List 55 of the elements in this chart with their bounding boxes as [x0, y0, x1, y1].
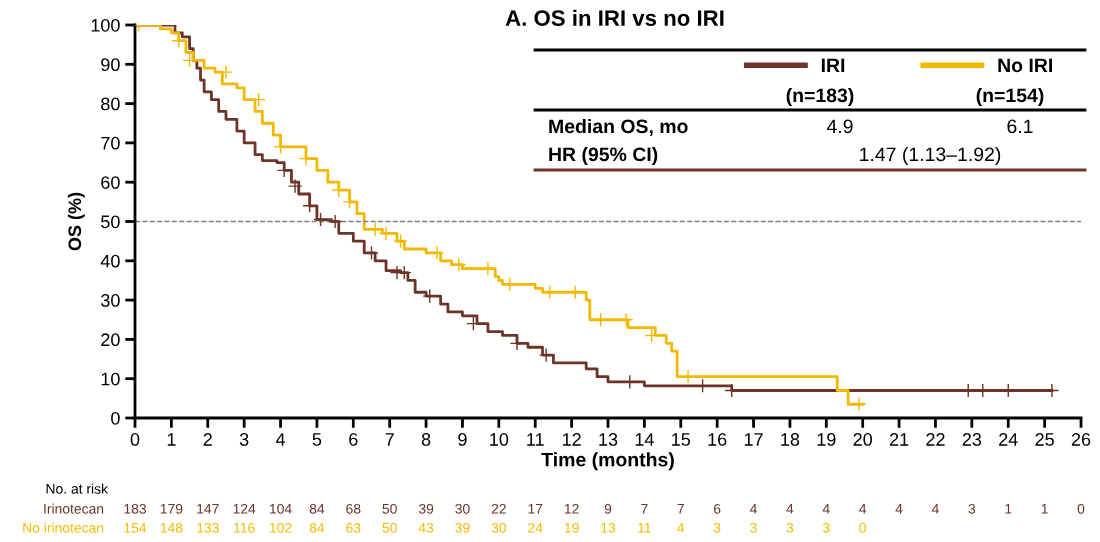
text: 183 179 147 124 104 84 68 50 39 30 22 17 12 9 7 7 6 4 4 4 4 4 4 3 1 1 0	[124, 503, 1085, 514]
x-tick-label: 18	[781, 433, 800, 446]
text: No. at risk	[46, 483, 109, 494]
y-tick-label: 40	[100, 254, 120, 268]
x-axis-title: Time (months)	[541, 452, 674, 471]
x-tick-label: 22	[926, 433, 945, 446]
y-axis-title: OS (%)	[67, 192, 85, 251]
y-tick-label: 90	[101, 58, 120, 72]
y-tick-label: 30	[101, 294, 120, 307]
annotation: HR (95% CI)	[549, 146, 658, 166]
x-tick-label: 19	[817, 433, 836, 446]
annotation: (n=154)	[976, 87, 1044, 107]
x-tick-label: 26	[1071, 433, 1091, 446]
x-tick-label: 14	[635, 433, 654, 446]
annotation: 4.9	[826, 119, 853, 134]
x-tick-label: 24	[999, 433, 1018, 446]
text: No irinotecan	[23, 522, 104, 533]
annotation: (n=183)	[786, 87, 854, 107]
annotation: Median OS, mo	[549, 118, 688, 137]
x-tick-label: 0	[130, 433, 140, 446]
x-tick-label: 21	[889, 433, 909, 446]
x-tick-label: 13	[599, 433, 618, 446]
x-tick-label: 23	[962, 433, 982, 446]
chart-title: A. OS in IRI vs no IRI	[505, 9, 724, 26]
annotation: 1.47 (1.13–1.92)	[860, 146, 1001, 166]
x-tick-label: 3	[239, 433, 249, 446]
y-tick-label: 70	[101, 136, 120, 150]
x-tick-label: 1	[167, 433, 176, 446]
annotation: 6.1	[1007, 119, 1033, 134]
x-tick-label: 5	[312, 433, 322, 446]
x-tick-label: 6	[349, 433, 358, 446]
y-tick-label: 0	[111, 411, 120, 425]
x-tick-label: 10	[490, 433, 509, 446]
x-tick-label: 8	[421, 433, 431, 446]
text: 154 148 133 116 102 84 63 50 43 39 30 24 19 13 11 4 3 3 3 3 0	[124, 522, 867, 533]
legend-label: No IRI	[998, 58, 1052, 73]
x-tick-label: 17	[744, 433, 763, 446]
x-tick-label: 2	[203, 433, 212, 446]
text: Irinotecan	[44, 503, 104, 514]
legend-label: IRI	[821, 58, 845, 73]
x-tick-label: 11	[527, 433, 544, 446]
x-tick-label: 4	[275, 433, 286, 446]
x-tick-label: 25	[1035, 433, 1054, 446]
y-tick-label: 60	[101, 176, 120, 189]
x-tick-label: 20	[853, 433, 873, 446]
x-tick-label: 15	[672, 433, 691, 446]
y-tick-label: 80	[101, 97, 120, 111]
x-tick-label: 7	[385, 433, 394, 446]
y-tick-label: 20	[101, 333, 120, 347]
y-tick-label: 50	[101, 215, 120, 229]
y-tick-label: 10	[101, 372, 120, 386]
y-tick-label: 100	[91, 18, 120, 32]
x-tick-label: 16	[708, 433, 727, 446]
x-tick-label: 12	[562, 433, 581, 446]
x-tick-label: 9	[458, 433, 467, 446]
